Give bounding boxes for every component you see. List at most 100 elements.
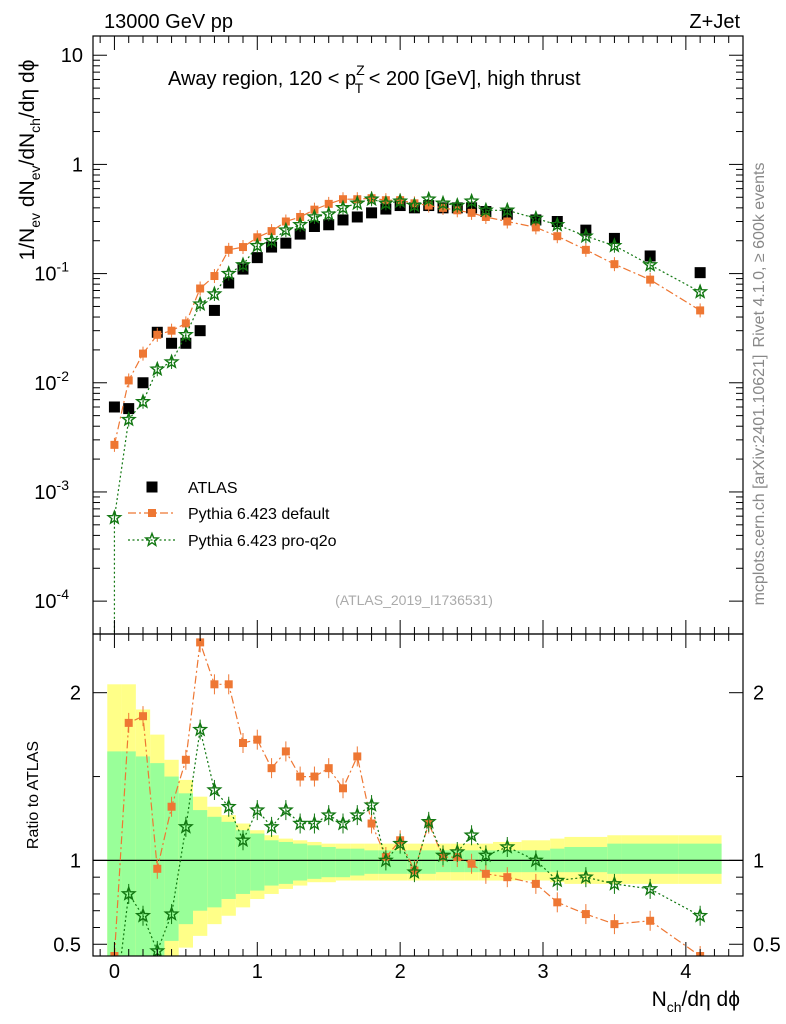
data-point	[366, 207, 378, 219]
data-point	[263, 232, 280, 248]
data-point	[553, 232, 562, 241]
ratio-point	[153, 864, 162, 873]
data-point	[606, 237, 623, 253]
ratio-point	[334, 814, 352, 831]
data-point	[108, 401, 120, 413]
ratio-point	[339, 784, 347, 793]
ratio-point	[134, 907, 152, 923]
band-inner-bin	[250, 833, 265, 891]
band-inner-bin	[135, 756, 151, 956]
ratio-point	[420, 813, 437, 829]
data-point	[223, 277, 235, 289]
ratio-point	[281, 747, 290, 756]
ratio-point	[210, 680, 219, 689]
data-point	[549, 216, 566, 232]
data-point	[281, 217, 290, 226]
ratio-point	[434, 846, 452, 863]
data-point	[180, 337, 192, 349]
mcplots-label: mcplots.cern.ch [arXiv:2401.10621]	[751, 355, 768, 606]
data-point	[499, 201, 516, 218]
data-point	[124, 376, 133, 385]
ratio-point	[610, 920, 619, 929]
data-point	[308, 220, 320, 232]
ratio-point	[606, 875, 623, 891]
axis-ticks: 10-4 10-3 10-2 10-1 1 10 0 1 2 3 4 0.5 0.5 1 1 2 2	[34, 36, 781, 983]
ratio-point	[477, 846, 494, 863]
ratio-plot-frame	[92, 633, 744, 957]
ratio-series-1	[120, 719, 709, 956]
legend-label: ATLAS	[188, 480, 238, 497]
data-point	[139, 349, 147, 358]
data-point	[642, 256, 659, 272]
ratio-point	[503, 873, 512, 882]
data-point	[267, 227, 276, 236]
ratio-point	[377, 851, 394, 868]
data-point	[110, 440, 119, 449]
data-point	[337, 214, 349, 226]
ratio-series	[110, 634, 709, 956]
data-point	[220, 265, 237, 281]
data-point	[306, 208, 323, 224]
legend-entry: Pythia 6.423 pro-q2o	[128, 531, 337, 550]
ratio-point	[349, 806, 366, 823]
band-inner-bin	[164, 776, 179, 941]
ratio-point	[324, 764, 333, 773]
data-point	[167, 326, 176, 335]
legend: ATLAS Pythia 6.423 default Pythia 6.423 pr…	[128, 480, 337, 550]
data-point	[696, 306, 705, 315]
data-point	[137, 377, 149, 389]
rivet-label: Rivet 4.1.0, ≥ 600k events	[751, 163, 768, 348]
ratio-point	[406, 863, 423, 880]
ratio-point	[549, 871, 566, 888]
legend-marker	[143, 531, 161, 547]
data-point	[196, 284, 205, 293]
data-point	[181, 319, 190, 328]
ratio-y-tick-label-right: 2	[753, 683, 764, 705]
data-point	[166, 337, 178, 349]
band-inner-bin	[350, 848, 365, 876]
x-tick-label: 2	[395, 961, 406, 983]
data-point	[208, 304, 220, 316]
data-point	[249, 237, 266, 253]
x-tick-label: 3	[537, 961, 548, 983]
data-point	[120, 411, 137, 427]
ratio-point	[263, 818, 280, 834]
ratio-y-tick-label: 0.5	[53, 934, 81, 956]
x-axis-label: Nch/dη dϕ	[652, 988, 740, 1015]
data-point	[377, 194, 394, 211]
ratio-point	[310, 772, 319, 781]
y-tick-label: 10-1	[34, 259, 69, 286]
band-inner-bin	[121, 751, 136, 956]
data-point	[392, 192, 409, 209]
band-inner-bin	[393, 850, 408, 874]
analysis-label: (ATLAS_2019_I1736531)	[335, 592, 493, 608]
ratio-point	[206, 781, 223, 797]
data-point	[149, 360, 166, 377]
y-tick-label: 10	[61, 45, 83, 67]
ratio-point	[181, 755, 190, 764]
data-point	[694, 267, 706, 279]
svg-text:Away region, 120 < pZT < 200 [: Away region, 120 < pZ T < 200 [GeV], high…	[168, 62, 581, 96]
series-line	[113, 197, 701, 446]
data-point	[177, 326, 194, 342]
y-tick-label: 10-2	[34, 368, 69, 395]
data-point	[463, 192, 480, 209]
ratio-point	[320, 806, 337, 823]
ratio-line	[113, 642, 701, 956]
data-point	[434, 194, 452, 211]
data-point	[210, 272, 219, 281]
ratio-point	[531, 879, 540, 888]
data-point	[153, 330, 162, 339]
data-point	[646, 275, 655, 284]
data-point	[531, 223, 540, 232]
band-inner-bin	[678, 843, 722, 874]
band-inner-bin	[278, 841, 293, 884]
ratio-point	[120, 885, 137, 901]
band-inner-bin	[207, 816, 222, 908]
ratio-point	[220, 798, 237, 814]
band-inner-bin	[107, 751, 122, 956]
svg-text:1/Nev dNev/dNch/dη dϕ: 1/Nev dNev/dNch/dη dϕ	[16, 60, 43, 261]
ratio-point	[581, 910, 590, 919]
band-inner-bin	[293, 843, 308, 881]
